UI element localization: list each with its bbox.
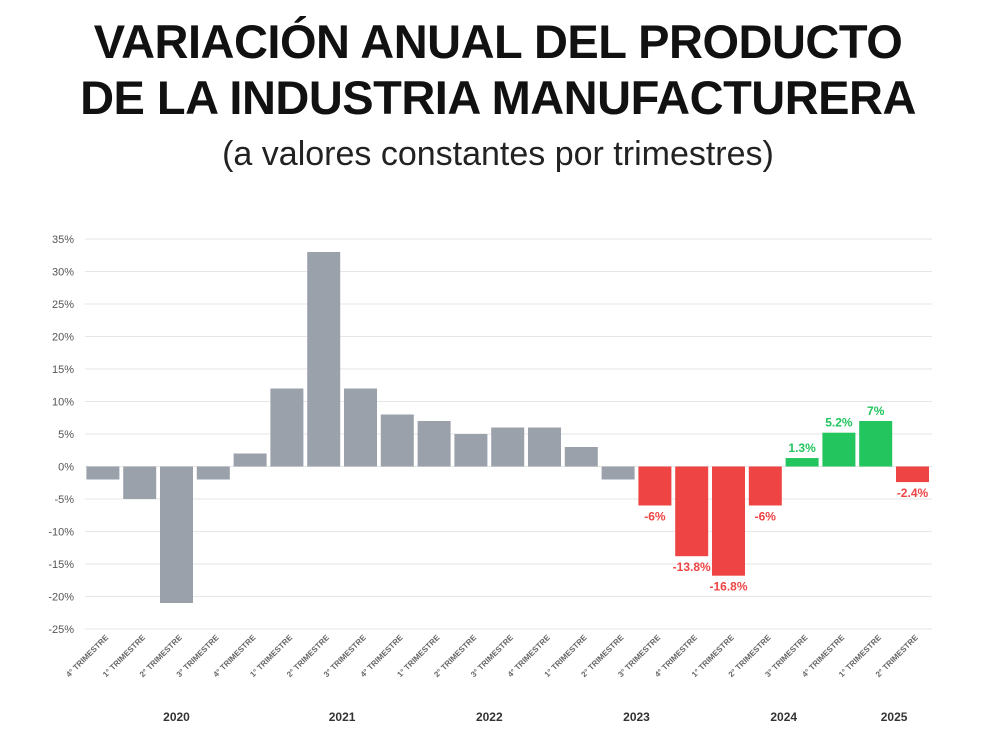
bar <box>675 466 709 557</box>
bar <box>233 453 267 467</box>
y-tick-label: 25% <box>52 299 74 311</box>
y-tick-label: 20% <box>52 332 74 344</box>
bar <box>528 427 561 467</box>
year-label: 2022 <box>476 710 503 724</box>
bar <box>785 458 819 467</box>
data-label: 5.2% <box>825 416 853 430</box>
chart-title-line-2: DE LA INDUSTRIA MANUFACTURERA <box>80 71 916 124</box>
year-label: 2025 <box>881 710 908 724</box>
y-tick-label: 5% <box>58 429 74 441</box>
data-label: -16.8% <box>709 580 747 594</box>
y-tick-label: 0% <box>58 462 74 474</box>
bar <box>859 421 893 467</box>
bar <box>896 466 929 483</box>
data-label: -2.4% <box>897 486 929 500</box>
grid-layer: 35% 30% 25% 20% 15% 10% 5% 0% -5% -10% -15% -20% -25… <box>48 234 932 636</box>
year-label: 2021 <box>329 710 356 724</box>
year-label: 2023 <box>623 710 650 724</box>
bar <box>270 388 304 467</box>
bar <box>307 252 341 467</box>
bar-layer <box>86 252 929 603</box>
bar <box>344 388 377 467</box>
data-label: -6% <box>755 510 777 524</box>
bar <box>638 466 672 506</box>
year-label: 2020 <box>163 710 190 724</box>
bar <box>601 466 635 480</box>
y-tick-label: -5% <box>54 494 74 506</box>
data-label: -13.8% <box>673 560 711 574</box>
y-tick-label: -10% <box>48 527 74 539</box>
data-label: 7% <box>867 404 885 418</box>
bar <box>712 466 745 576</box>
y-tick-label: -20% <box>48 592 74 604</box>
chart-subtitle: (a valores constantes por trimestres) <box>222 135 774 173</box>
y-tick-label: -15% <box>48 559 74 571</box>
data-label: -6% <box>644 510 666 524</box>
bar <box>86 466 120 480</box>
y-tick-label: 15% <box>52 364 74 376</box>
chart-title-line-1: VARIACIÓN ANUAL DEL PRODUCTO <box>93 15 903 68</box>
y-tick-label: 30% <box>52 267 74 279</box>
bar <box>196 466 230 480</box>
bar <box>822 432 856 467</box>
bar <box>564 447 598 467</box>
y-tick-label: 35% <box>52 234 74 246</box>
bar <box>491 427 525 467</box>
bar <box>417 421 451 467</box>
y-tick-label: -25% <box>48 624 74 636</box>
bar <box>380 414 414 467</box>
bar <box>123 466 157 499</box>
bar <box>160 466 193 603</box>
bar <box>748 466 782 506</box>
data-label: 1.3% <box>788 441 816 455</box>
year-label: 2024 <box>770 710 797 724</box>
y-tick-label: 10% <box>52 397 74 409</box>
bar <box>454 434 488 467</box>
